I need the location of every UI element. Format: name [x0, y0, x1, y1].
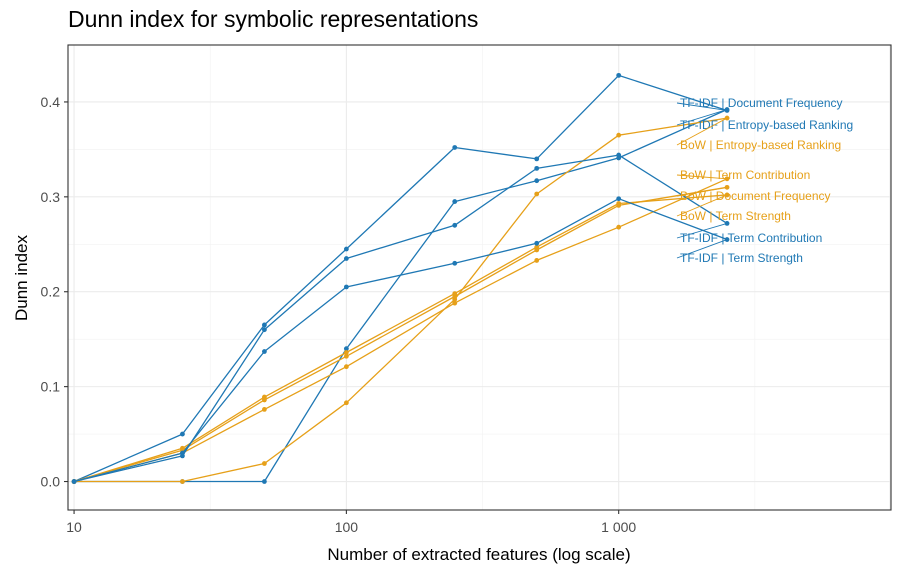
data-point: [452, 199, 458, 204]
data-point: [343, 350, 349, 355]
x-axis-title: Number of extracted features (log scale): [327, 545, 630, 564]
y-tick-label: 0.3: [41, 189, 61, 205]
series-line: [73, 178, 728, 483]
data-point: [534, 240, 540, 246]
label-leader-line: [676, 109, 728, 126]
data-point: [534, 244, 540, 250]
data-point: [452, 291, 458, 297]
data-point: [452, 260, 458, 266]
series-1: [71, 107, 730, 484]
series-line: [73, 154, 728, 483]
series-label: BoW | Term Contribution: [680, 168, 810, 182]
data-point: [616, 201, 622, 206]
data-point: [71, 479, 77, 484]
data-point: [616, 132, 622, 138]
data-point: [343, 364, 349, 370]
series-line: [74, 117, 728, 483]
series-2: [71, 115, 730, 484]
data-point: [262, 322, 267, 328]
data-point: [262, 327, 267, 333]
data-point: [452, 222, 458, 228]
data-point: [343, 346, 349, 352]
data-point: [180, 445, 185, 451]
series-label: TF-IDF | Term Contribution: [680, 231, 822, 245]
x-tick-label: 1 000: [601, 519, 636, 535]
data-point: [534, 165, 540, 171]
y-axis-title: Dunn index: [12, 235, 31, 322]
data-point: [343, 400, 349, 406]
data-point: [534, 178, 540, 184]
series-lines: [71, 72, 730, 484]
y-tick-label: 0.2: [41, 284, 61, 300]
grid: [68, 45, 891, 510]
data-point: [180, 450, 185, 456]
axes: 0.0 0.1 0.2 0.3 0.4 10 100 1 000: [41, 94, 637, 535]
label-leader-line: [676, 194, 728, 217]
series-3: [71, 176, 730, 484]
data-point: [534, 258, 540, 263]
series-labels: TF-IDF | Document Frequency TF-IDF | Entr…: [676, 96, 853, 265]
label-leader-line: [676, 239, 728, 259]
x-tick-label: 100: [335, 519, 359, 535]
data-point: [262, 394, 267, 400]
data-point: [343, 284, 349, 290]
data-point: [343, 246, 349, 252]
data-point: [616, 152, 622, 158]
data-point: [180, 479, 185, 484]
series-label: TF-IDF | Document Frequency: [680, 96, 843, 110]
series-line: [73, 194, 728, 483]
label-leader-line: [676, 174, 728, 180]
series-line: [73, 186, 728, 483]
data-point: [343, 256, 349, 261]
data-point: [616, 72, 622, 78]
series-label: BoW | Entropy-based Ranking: [680, 138, 841, 152]
data-point: [343, 353, 349, 359]
y-tick-label: 0.1: [41, 379, 61, 395]
y-tick-label: 0.0: [41, 474, 61, 490]
series-line: [73, 74, 728, 483]
series-label: BoW | Document Frequency: [680, 189, 831, 203]
series-label: TF-IDF | Term Strength: [680, 251, 803, 265]
data-point: [262, 349, 267, 354]
series-7: [71, 196, 730, 484]
series-line: [73, 198, 728, 483]
data-point: [262, 407, 267, 412]
data-point: [262, 461, 267, 466]
data-point: [180, 431, 185, 437]
x-tick-label: 10: [66, 519, 82, 535]
plot-panel-border: [67, 44, 892, 511]
y-tick-label: 0.4: [41, 94, 61, 110]
data-point: [534, 156, 540, 162]
data-point: [534, 191, 540, 197]
label-leader-line: [676, 117, 728, 146]
chart-title: Dunn index for symbolic representations: [68, 6, 479, 32]
data-point: [452, 300, 458, 306]
data-point: [616, 224, 622, 230]
series-label: BoW | Term Strength: [680, 209, 791, 223]
label-leader-line: [676, 222, 728, 239]
data-point: [262, 479, 267, 484]
series-line: [74, 108, 728, 483]
series-label: TF-IDF | Entropy-based Ranking: [680, 118, 853, 132]
series-0: [71, 72, 730, 484]
data-point: [452, 145, 458, 150]
data-point: [616, 196, 622, 202]
label-leader-line: [676, 186, 728, 197]
series-5: [71, 192, 730, 484]
label-leader-line: [676, 102, 728, 111]
